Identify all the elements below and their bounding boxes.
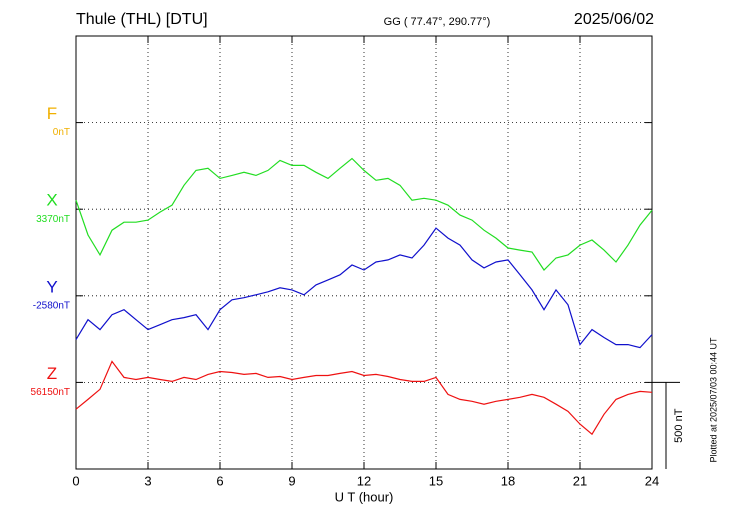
x-tick-label: 12 [357,473,371,488]
series-line [75,157,653,271]
series-baseline: 3370nT [36,214,70,225]
chart-subtitle: GG ( 77.47°, 290.77°) [384,16,491,28]
x-tick-label: 15 [429,473,443,488]
x-tick-label: 9 [288,473,295,488]
x-tick-label: 24 [645,473,659,488]
x-tick-label: 6 [216,473,223,488]
x-tick-label: 0 [72,473,79,488]
series-name: X [46,191,57,210]
x-tick-label: 3 [144,473,151,488]
plot-note: Plotted at 2025/07/03 00:44 UT [708,337,718,463]
chart-date: 2025/06/02 [574,11,654,28]
scale-bar-label: 500 nT [673,408,685,443]
x-tick-label: 21 [573,473,587,488]
series-name: F [47,104,57,123]
x-axis-label: U T (hour) [335,489,394,504]
series-line [75,227,653,349]
series-line [75,360,653,436]
series-baseline: 0nT [53,127,70,138]
series-name: Y [46,277,57,296]
x-tick-label: 18 [501,473,515,488]
series-baseline: 56150nT [31,387,70,398]
series-baseline: -2580nT [33,300,70,311]
series-name: Z [47,364,57,383]
chart-title: Thule (THL) [DTU] [76,11,208,28]
